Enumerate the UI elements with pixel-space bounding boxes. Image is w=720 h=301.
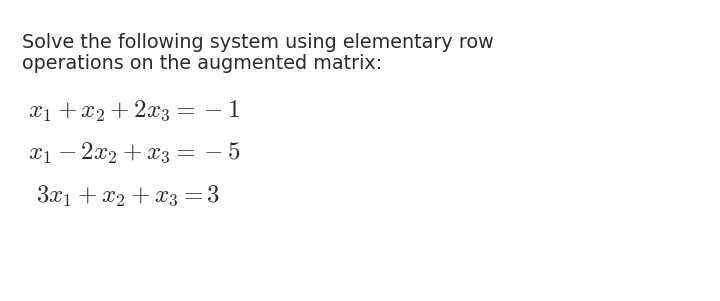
Text: Solve the following system using elementary row: Solve the following system using element…: [22, 33, 494, 52]
Text: operations on the augmented matrix:: operations on the augmented matrix:: [22, 54, 382, 73]
Text: $x_1 + x_2 + 2x_3 = -1$: $x_1 + x_2 + 2x_3 = -1$: [28, 99, 240, 123]
Text: $3x_1 + x_2 + x_3 = 3$: $3x_1 + x_2 + x_3 = 3$: [36, 184, 220, 208]
Text: $x_1 - 2x_2 + x_3 = -5$: $x_1 - 2x_2 + x_3 = -5$: [28, 141, 240, 165]
